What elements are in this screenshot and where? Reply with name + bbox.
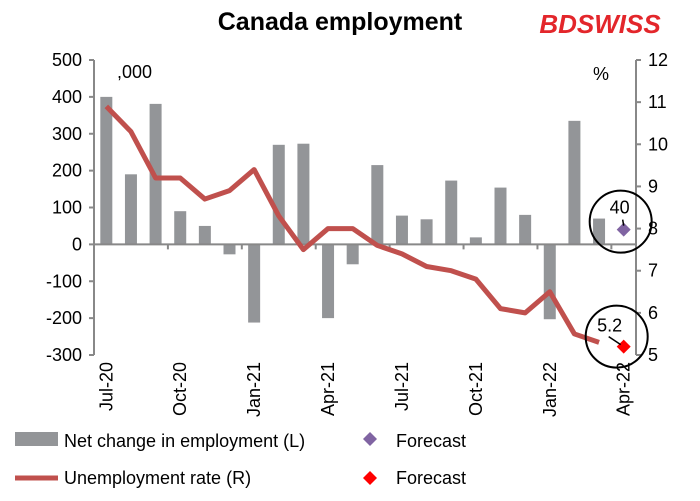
bar-Jun-21 xyxy=(371,165,384,245)
x-tick-label: Jul-21 xyxy=(392,362,412,411)
bar-Feb-21 xyxy=(272,144,285,245)
forecast-marker-employment xyxy=(616,222,631,237)
bar-Aug-21 xyxy=(420,219,433,245)
forecast-leader xyxy=(621,219,625,226)
unemployment-line xyxy=(104,104,600,345)
left-tick-label: 500 xyxy=(52,50,82,70)
bar-May-21 xyxy=(346,244,359,265)
forecast-highlight-circle xyxy=(584,304,649,369)
forecast-marker-unemployment xyxy=(616,339,631,354)
right-tick-label: 9 xyxy=(648,176,658,196)
bar-Jan-21 xyxy=(248,244,261,323)
bar-Jan-22 xyxy=(543,244,556,320)
bar-Nov-20 xyxy=(198,225,211,245)
forecast-label-employment: 40 xyxy=(610,198,630,218)
brand-logo: BDSWISS xyxy=(539,9,661,39)
legend-forecast-diamond-red xyxy=(363,471,377,485)
bar-Jul-20 xyxy=(100,96,113,245)
right-tick-label: 6 xyxy=(648,303,658,323)
chart-title: Canada employment xyxy=(218,8,463,36)
right-tick-label: 8 xyxy=(648,219,658,239)
right-tick-label: 10 xyxy=(648,134,668,154)
bar-Mar-22 xyxy=(593,218,606,245)
legend-label-forecast-2: Forecast xyxy=(396,468,466,488)
forecast-highlight-circle xyxy=(588,189,653,254)
x-tick-label: Apr-22 xyxy=(614,362,634,416)
bar-Dec-21 xyxy=(519,214,532,245)
bar-Aug-20 xyxy=(124,174,137,245)
x-tick-label: Jan-22 xyxy=(540,362,560,417)
forecast-leader xyxy=(608,335,622,346)
left-tick-label: 300 xyxy=(52,124,82,144)
left-tick-label: -100 xyxy=(46,271,82,291)
right-tick-label: 12 xyxy=(648,50,668,70)
left-tick-label: 100 xyxy=(52,198,82,218)
legend: Net change in employment (L) Forecast Un… xyxy=(15,431,466,488)
bar-Apr-21 xyxy=(322,244,335,319)
bar-Dec-20 xyxy=(223,244,236,255)
left-tick-label: -200 xyxy=(46,308,82,328)
bar-Oct-21 xyxy=(469,237,482,245)
legend-label-line: Unemployment rate (R) xyxy=(64,468,251,488)
bar-Oct-20 xyxy=(174,211,187,245)
left-unit-label: ,000 xyxy=(117,62,152,82)
legend-label-bars: Net change in employment (L) xyxy=(64,431,305,451)
x-tick-label: Jul-20 xyxy=(96,362,116,411)
left-tick-label: 0 xyxy=(72,234,82,254)
bar-Mar-21 xyxy=(297,143,310,245)
right-unit-label: % xyxy=(593,64,609,84)
legend-label-forecast-1: Forecast xyxy=(396,431,466,451)
bar-Nov-21 xyxy=(494,187,507,245)
legend-bar-swatch xyxy=(15,432,58,446)
legend-forecast-diamond-purple xyxy=(363,432,377,446)
left-tick-label: 400 xyxy=(52,87,82,107)
x-tick-label: Jan-21 xyxy=(244,362,264,417)
forecast-label-unemployment: 5.2 xyxy=(597,316,622,336)
bar-Feb-22 xyxy=(568,120,581,245)
right-tick-label: 11 xyxy=(648,92,667,112)
x-tick-label: Oct-21 xyxy=(466,362,486,416)
x-tick-label: Apr-21 xyxy=(318,362,338,416)
x-tick-label: Oct-20 xyxy=(170,362,190,416)
left-tick-label: 200 xyxy=(52,161,82,181)
bar-Sep-21 xyxy=(445,180,458,245)
left-tick-label: -300 xyxy=(46,345,82,365)
right-tick-label: 5 xyxy=(648,345,658,365)
bar-Jul-21 xyxy=(395,215,408,245)
right-tick-label: 7 xyxy=(648,261,658,281)
